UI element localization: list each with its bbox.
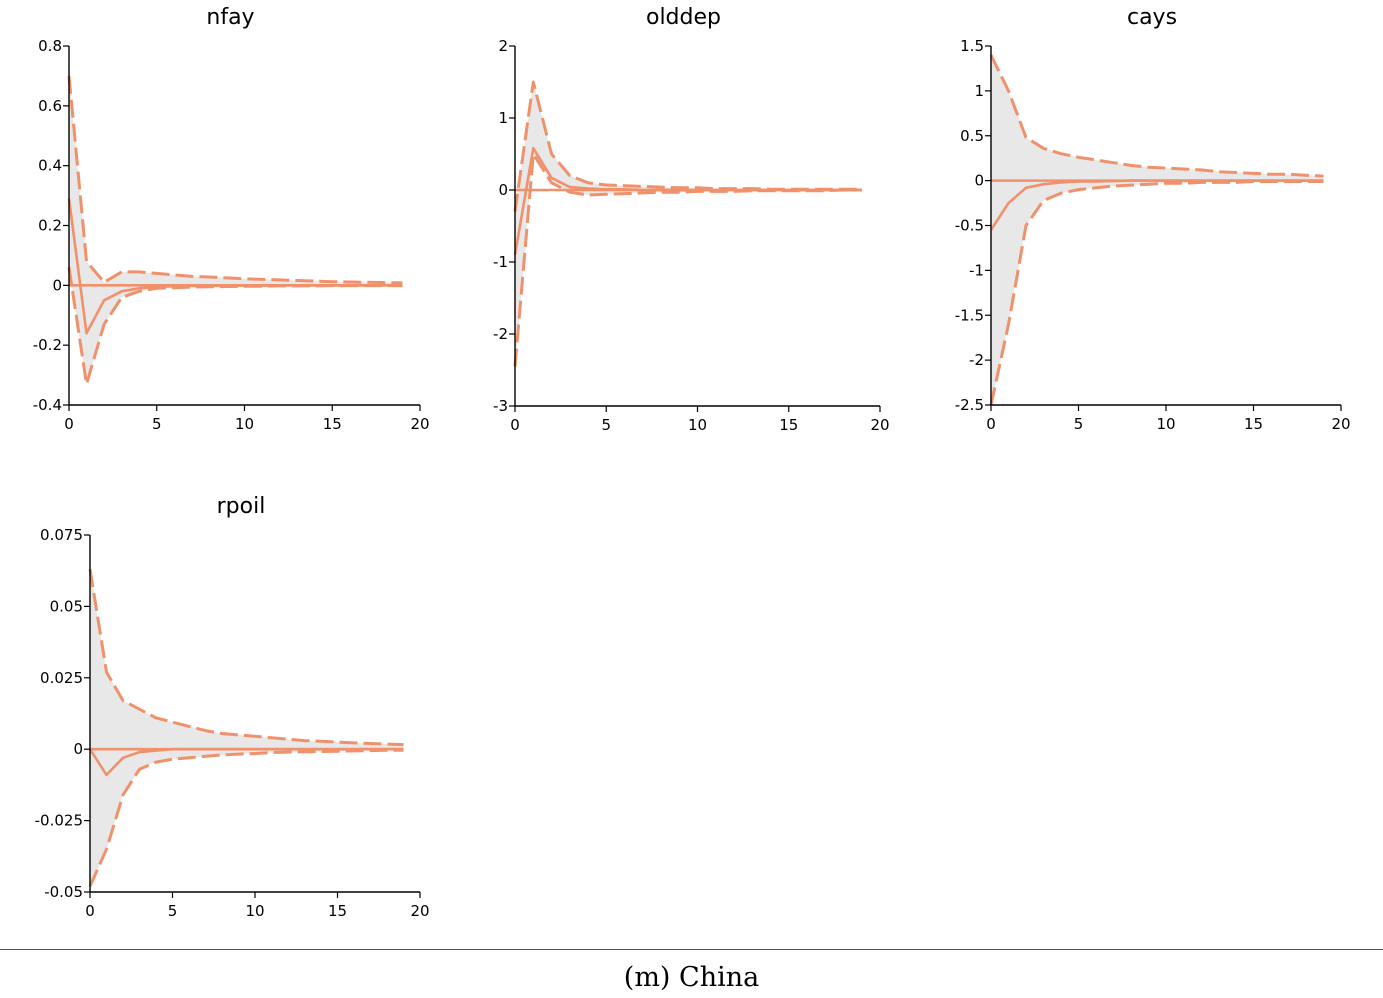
olddep-x-tick-label: 10: [688, 416, 707, 434]
rpoil-y-tick-label: 0.05: [50, 597, 83, 615]
olddep-y-tick-label: -1: [493, 253, 508, 271]
cays-y-tick-label: 0.5: [960, 127, 984, 145]
rpoil-lower-bound-line: [88, 748, 404, 887]
rpoil-y-tick-label: -0.05: [44, 883, 83, 901]
nfay-y-tick-label: -0.2: [33, 336, 62, 354]
rpoil-x-tick-label: 0: [85, 902, 95, 920]
cays-x-tick-label: 5: [1074, 415, 1084, 433]
olddep-lower-bound-line: [513, 152, 862, 367]
olddep-y-tick-label: 1: [498, 109, 508, 127]
cays-x-tick-label: 10: [1156, 415, 1175, 433]
nfay-median-line: [67, 198, 403, 335]
rpoil-y-tick-label: 0: [73, 740, 83, 758]
rpoil-panel-title: rpoil: [217, 494, 266, 519]
nfay-y-tick-label: 0.4: [38, 157, 62, 175]
olddep-y-tick-label: -3: [493, 397, 508, 415]
cays-x-tick-label: 15: [1244, 415, 1263, 433]
cays-y-tick-label: 1: [974, 82, 984, 100]
panel-rpoil: -0.05 -0.025 0 0.025 0.05 0.075 0 5 10 15 20 rpoil: [35, 494, 430, 920]
olddep-confidence-band: [515, 82, 862, 367]
olddep-y-tick-label: 0: [498, 181, 508, 199]
olddep-y-tick-label: 2: [498, 37, 508, 55]
olddep-x-tick-label: 20: [870, 416, 889, 434]
nfay-x-tick-label: 5: [152, 415, 162, 433]
rpoil-upper-bound-line: [88, 569, 404, 747]
rpoil-x-tick-label: 10: [245, 902, 264, 920]
nfay-y-tick-label: 0: [52, 276, 62, 294]
cays-x-tick-label: 0: [986, 415, 996, 433]
nfay-x-tick-label: 0: [64, 415, 74, 433]
nfay-y-tick-label: 0.6: [38, 97, 62, 115]
olddep-x-tick-label: 5: [601, 416, 611, 434]
olddep-x-tick-label: 15: [779, 416, 798, 434]
cays-x-tick-label: 20: [1331, 415, 1350, 433]
rpoil-x-tick-label: 20: [410, 902, 429, 920]
cays-y-tick-label: -2: [969, 351, 984, 369]
nfay-y-tick-label: -0.4: [33, 396, 62, 414]
nfay-upper-bound-line: [67, 75, 403, 285]
rpoil-y-tick-label: 0.075: [40, 526, 83, 544]
cays-panel-title: cays: [1127, 5, 1177, 30]
cays-confidence-band: [991, 55, 1324, 405]
nfay-y-tick-label: 0.2: [38, 217, 62, 235]
nfay-x-tick-label: 15: [323, 415, 342, 433]
olddep-y-tick-label: -2: [493, 325, 508, 343]
figure-caption: (m) China: [623, 962, 760, 993]
rpoil-median-line: [88, 747, 404, 777]
cays-lower-bound-line: [989, 180, 1324, 406]
panel-cays: -2.5 -2 -1.5 -1 -0.5 0 0.5 1 1.5 0 5 10 15 20 cays: [955, 5, 1351, 433]
panel-nfay: -0.4 -0.2 0 0.2 0.4 0.6 0.8 0 5 10 15 20 nfay: [33, 5, 430, 433]
cays-upper-bound-line: [989, 54, 1324, 178]
rpoil-y-tick-label: 0.025: [40, 669, 83, 687]
rpoil-y-tick-label: -0.025: [35, 812, 83, 830]
nfay-confidence-band: [69, 75, 403, 385]
cays-y-tick-label: -1: [969, 261, 984, 279]
nfay-y-tick-label: 0.8: [38, 37, 62, 55]
cays-median-line: [989, 179, 1324, 231]
rpoil-confidence-band: [90, 569, 404, 887]
cays-y-tick-label: 0: [974, 172, 984, 190]
cays-y-tick-label: 1.5: [960, 37, 984, 55]
cays-y-tick-label: -0.5: [955, 217, 984, 235]
caption-rule: [0, 949, 1383, 950]
cays-y-tick-label: -2.5: [955, 396, 984, 414]
nfay-x-tick-label: 20: [410, 415, 429, 433]
nfay-x-tick-label: 10: [235, 415, 254, 433]
olddep-median-line: [513, 146, 862, 256]
rpoil-x-tick-label: 15: [328, 902, 347, 920]
rpoil-x-tick-label: 5: [168, 902, 178, 920]
nfay-panel-title: nfay: [206, 5, 254, 30]
cays-y-tick-label: -1.5: [955, 306, 984, 324]
olddep-x-tick-label: 0: [510, 416, 520, 434]
olddep-panel-title: olddep: [646, 5, 721, 30]
